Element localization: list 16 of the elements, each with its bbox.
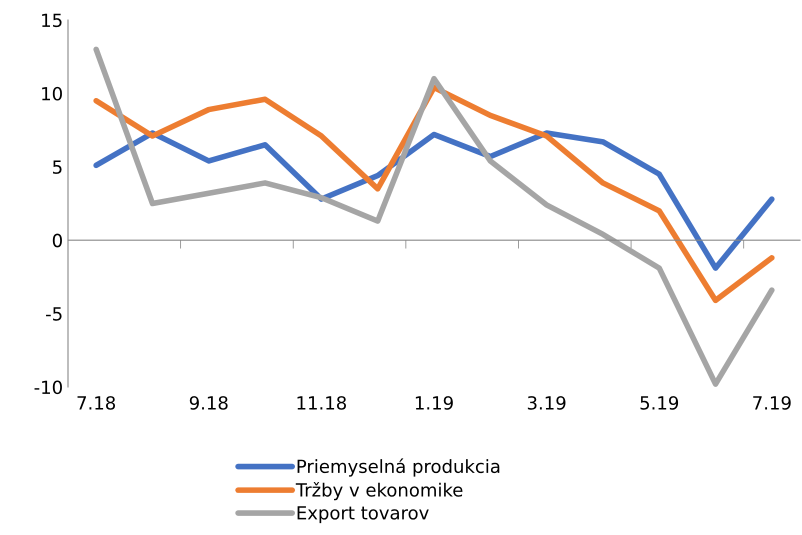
- x-tick-label: 7.18: [78, 396, 116, 410]
- x-tick-label: 1.19: [416, 396, 453, 410]
- x-tick-label: 5.19: [640, 396, 678, 410]
- x-tick-label: 11.18: [298, 396, 346, 410]
- y-tick-label: 10: [42, 86, 62, 101]
- x-tick-label: 9.18: [190, 396, 228, 410]
- y-tick-label: -10: [34, 380, 62, 394]
- legend-label: Tržby v ekonomike: [296, 482, 462, 500]
- y-tick-label: -5: [46, 307, 62, 321]
- x-tick-label: 7.19: [753, 396, 791, 410]
- legend-label: Priemyselná produkcia: [298, 458, 500, 477]
- y-tick-label: 0: [52, 234, 62, 248]
- y-tick-label: 5: [53, 160, 62, 174]
- y-tick-label: 15: [42, 14, 62, 28]
- legend-label: Export tovarov: [298, 506, 429, 524]
- x-tick-label: 3.19: [528, 396, 566, 410]
